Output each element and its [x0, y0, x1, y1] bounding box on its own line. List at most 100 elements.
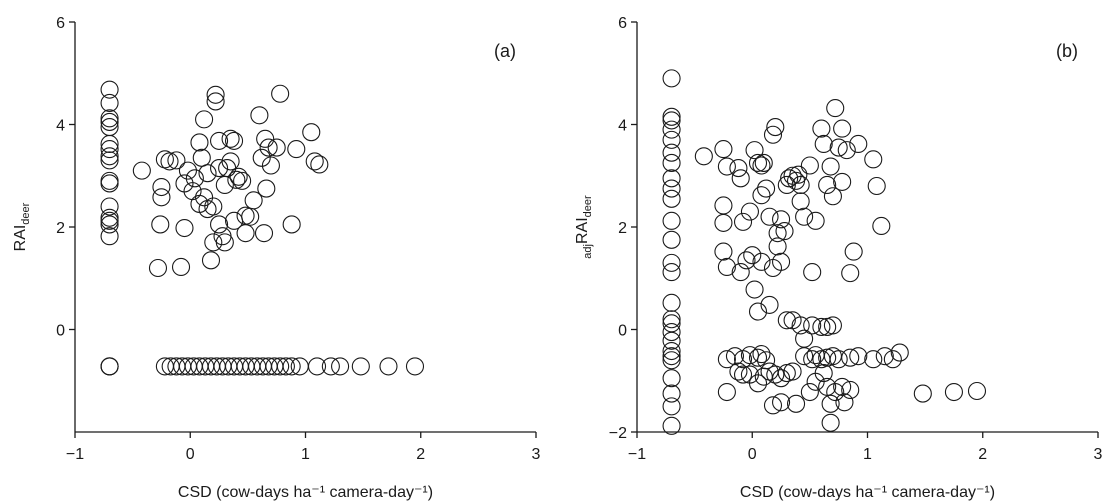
data-point: [282, 357, 301, 376]
data-point: [267, 138, 286, 157]
x-tick-label: 2: [416, 446, 425, 463]
data-point: [662, 263, 681, 282]
data-point: [195, 110, 214, 129]
data-point: [662, 351, 681, 370]
data-point: [821, 413, 840, 432]
data-point: [694, 147, 713, 166]
data-point: [833, 377, 852, 396]
data-point: [821, 394, 840, 413]
y-tick-label: 2: [618, 220, 627, 237]
data-point: [662, 384, 681, 403]
x-axis-label: CSD (cow-days ha⁻¹ camera-day⁻¹): [178, 484, 433, 501]
x-tick-label: 3: [1094, 446, 1103, 463]
y-tick-label: 0: [618, 323, 627, 340]
data-point: [221, 152, 240, 171]
data-point: [662, 293, 681, 312]
data-point: [752, 345, 771, 364]
data-point: [152, 188, 171, 207]
data-point: [229, 167, 248, 186]
data-point: [167, 151, 186, 170]
data-point: [789, 165, 808, 184]
data-point: [777, 311, 796, 330]
data-point: [757, 179, 776, 198]
y-axis-label: adjRAIdeer: [574, 195, 594, 259]
x-tick-label: 2: [978, 446, 987, 463]
data-point: [100, 147, 119, 166]
data-point: [883, 350, 902, 369]
data-point: [662, 331, 681, 350]
data-point: [829, 138, 848, 157]
data-point: [826, 99, 845, 118]
data-point: [100, 151, 119, 170]
data-point: [662, 310, 681, 329]
data-point: [872, 216, 891, 236]
y-tick-label: 6: [56, 15, 65, 32]
data-point: [662, 143, 681, 162]
data-point: [803, 316, 822, 335]
data-point: [731, 263, 750, 282]
data-point: [760, 207, 779, 226]
y-tick-label: −2: [609, 425, 627, 442]
data-point: [763, 125, 783, 144]
x-tick-label: 0: [186, 446, 195, 463]
data-point: [271, 84, 290, 103]
data-point: [236, 224, 255, 243]
data-point: [331, 357, 350, 376]
data-point: [745, 141, 764, 160]
data-point: [662, 230, 681, 249]
data-point: [250, 106, 269, 125]
data-point: [714, 196, 733, 215]
y-axis-label-sub: deer: [20, 202, 32, 224]
chart-panel-b: −1 0 1 2 3 −2 0 2 4 6 CSD (cow-days ha⁻¹ camera-da…: [574, 15, 1103, 501]
data-point: [766, 365, 785, 384]
data-point: [849, 134, 868, 154]
data-point: [806, 346, 825, 365]
data-point: [190, 133, 209, 152]
data-point: [271, 357, 290, 376]
data-point: [662, 120, 681, 139]
data-point: [132, 161, 151, 180]
data-point: [151, 215, 170, 234]
data-point: [100, 227, 119, 246]
y-axis-label-main: RAI: [12, 225, 29, 252]
data-point: [307, 357, 327, 376]
data-point: [818, 348, 837, 367]
y-tick-label: 4: [56, 118, 65, 135]
data-point: [745, 280, 764, 299]
data-point: [282, 215, 301, 234]
data-point: [814, 134, 833, 154]
y-tick-label: 2: [56, 220, 65, 237]
data-point: [867, 176, 886, 196]
data-point: [100, 211, 119, 230]
data-point: [748, 374, 768, 393]
data-point: [864, 150, 883, 169]
data-point: [155, 150, 174, 169]
data-point: [795, 207, 814, 226]
data-point: [287, 140, 306, 159]
data-point: [833, 119, 852, 138]
data-point: [244, 191, 263, 210]
data-point: [210, 215, 229, 234]
data-point: [733, 365, 753, 384]
data-point: [210, 159, 229, 178]
data-point: [662, 69, 681, 88]
data-point: [662, 369, 681, 388]
data-point: [772, 393, 791, 412]
data-point: [763, 396, 783, 415]
data-point: [812, 317, 831, 336]
data-point: [791, 175, 810, 195]
data-point: [100, 197, 119, 216]
data-point: [731, 169, 750, 188]
data-point: [775, 222, 794, 241]
data-point: [302, 123, 321, 142]
data-point: [233, 171, 252, 190]
data-point: [662, 169, 681, 188]
data-point: [777, 175, 796, 195]
data-point: [100, 215, 119, 234]
data-point: [662, 397, 681, 416]
data-point: [821, 157, 840, 176]
data-point: [221, 129, 240, 148]
data-point: [185, 169, 204, 188]
data-point: [192, 148, 211, 167]
